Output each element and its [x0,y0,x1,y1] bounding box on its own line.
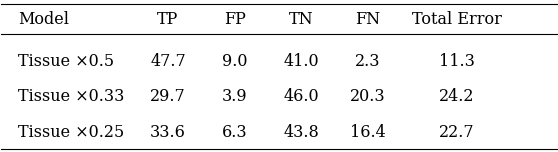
Text: 6.3: 6.3 [222,124,247,141]
Text: Total Error: Total Error [412,11,502,28]
Text: Model: Model [18,11,69,28]
Text: Tissue ×0.33: Tissue ×0.33 [18,88,124,105]
Text: 9.0: 9.0 [222,53,247,70]
Text: Tissue ×0.25: Tissue ×0.25 [18,124,124,141]
Text: 11.3: 11.3 [439,53,475,70]
Text: Tissue ×0.5: Tissue ×0.5 [18,53,114,70]
Text: 22.7: 22.7 [439,124,474,141]
Text: 16.4: 16.4 [350,124,386,141]
Text: 43.8: 43.8 [283,124,319,141]
Text: FN: FN [355,11,381,28]
Text: 20.3: 20.3 [350,88,386,105]
Text: 33.6: 33.6 [150,124,186,141]
Text: 47.7: 47.7 [150,53,186,70]
Text: TP: TP [157,11,179,28]
Text: 24.2: 24.2 [439,88,474,105]
Text: 2.3: 2.3 [355,53,381,70]
Text: 3.9: 3.9 [222,88,247,105]
Text: FP: FP [224,11,246,28]
Text: TN: TN [289,11,314,28]
Text: 41.0: 41.0 [283,53,319,70]
Text: 29.7: 29.7 [150,88,186,105]
Text: 46.0: 46.0 [283,88,319,105]
